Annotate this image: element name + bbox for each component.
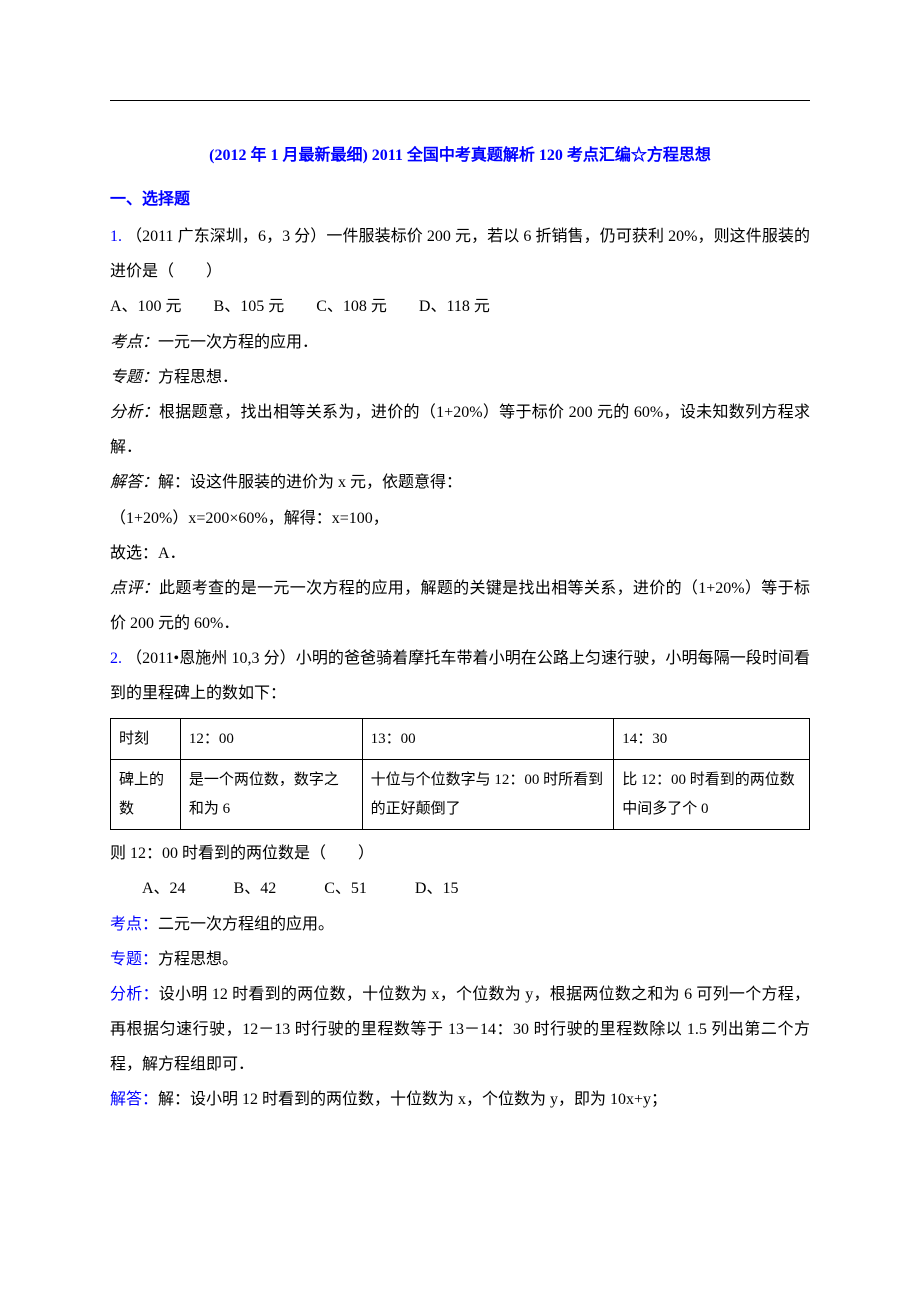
q2-jieda-label: 解答：	[110, 1091, 158, 1108]
q1-options: A、100 元 B、105 元 C、108 元 D、118 元	[110, 289, 810, 324]
q1-dianping-label: 点评：	[110, 580, 159, 597]
q2-kaodian-label: 考点：	[110, 916, 158, 933]
document-page: (2012 年 1 月最新最细) 2011 全国中考真题解析 120 考点汇编☆…	[0, 0, 920, 1178]
q2-table: 时刻 12：00 13：00 14：30 碑上的数 是一个两位数，数字之和为 6…	[110, 718, 810, 831]
q2-jieda-text: 解：设小明 12 时看到的两位数，十位数为 x，个位数为 y，即为 10x+y；	[158, 1091, 667, 1108]
q1-stem: 1. （2011 广东深圳，6，3 分）一件服装标价 200 元，若以 6 折销…	[110, 219, 810, 289]
document-title: (2012 年 1 月最新最细) 2011 全国中考真题解析 120 考点汇编☆…	[110, 141, 810, 165]
section-heading: 一、选择题	[110, 185, 810, 209]
q1-source: （2011 广东深圳，6，3 分）	[126, 228, 326, 245]
top-rule	[110, 100, 810, 101]
q2-jieda: 解答：解：设小明 12 时看到的两位数，十位数为 x，个位数为 y，即为 10x…	[110, 1082, 810, 1117]
q2-stem: 2. （2011•恩施州 10,3 分）小明的爸爸骑着摩托车带着小明在公路上匀速…	[110, 641, 810, 711]
q2-kaodian: 考点：二元一次方程组的应用。	[110, 907, 810, 942]
q1-zhuanti-text: 方程思想．	[158, 369, 238, 386]
q1-dianping-text: 此题考查的是一元一次方程的应用，解题的关键是找出相等关系，进价的（1+20%）等…	[110, 580, 810, 632]
q1-dianping: 点评：此题考查的是一元一次方程的应用，解题的关键是找出相等关系，进价的（1+20…	[110, 571, 810, 641]
table-cell: 是一个两位数，数字之和为 6	[180, 760, 362, 830]
q1-jieda-l1: 解答：解：设这件服装的进价为 x 元，依题意得：	[110, 465, 810, 500]
table-row: 时刻 12：00 13：00 14：30	[111, 718, 810, 760]
q2-kaodian-text: 二元一次方程组的应用。	[158, 916, 334, 933]
q1-fenxi-text: 根据题意，找出相等关系为，进价的（1+20%）等于标价 200 元的 60%，设…	[110, 404, 810, 456]
q1-fenxi-label: 分析：	[110, 404, 159, 421]
q1-number: 1.	[110, 228, 122, 245]
q2-zhuanti: 专题：方程思想。	[110, 942, 810, 977]
q2-zhuanti-label: 专题：	[110, 951, 158, 968]
q1-jieda-l1-text: 解：设这件服装的进价为 x 元，依题意得：	[158, 474, 462, 491]
q2-number: 2.	[110, 650, 122, 667]
q2-fenxi-label: 分析：	[110, 986, 159, 1003]
q2-source: （2011•恩施州 10,3 分）	[126, 650, 296, 667]
q2-options: A、24 B、42 C、51 D、15	[110, 871, 810, 906]
q2-fenxi-text: 设小明 12 时看到的两位数，十位数为 x，个位数为 y，根据两位数之和为 6 …	[110, 986, 810, 1073]
q1-fenxi: 分析：根据题意，找出相等关系为，进价的（1+20%）等于标价 200 元的 60…	[110, 395, 810, 465]
table-cell: 碑上的数	[111, 760, 181, 830]
table-cell: 13：00	[362, 718, 614, 760]
q1-zhuanti: 专题：方程思想．	[110, 360, 810, 395]
table-cell: 十位与个位数字与 12：00 时所看到的正好颠倒了	[362, 760, 614, 830]
table-row: 碑上的数 是一个两位数，数字之和为 6 十位与个位数字与 12：00 时所看到的…	[111, 760, 810, 830]
q1-jieda-label: 解答：	[110, 474, 158, 491]
q2-fenxi: 分析：设小明 12 时看到的两位数，十位数为 x，个位数为 y，根据两位数之和为…	[110, 977, 810, 1083]
table-cell: 时刻	[111, 718, 181, 760]
q2-after-table: 则 12：00 时看到的两位数是（ ）	[110, 836, 810, 871]
table-cell: 14：30	[614, 718, 810, 760]
q2-zhuanti-text: 方程思想。	[158, 951, 238, 968]
table-cell: 12：00	[180, 718, 362, 760]
table-cell: 比 12：00 时看到的两位数中间多了个 0	[614, 760, 810, 830]
q1-jieda-l3: 故选：A．	[110, 536, 810, 571]
q1-kaodian-text: 一元一次方程的应用．	[158, 334, 318, 351]
q1-jieda-l2: （1+20%）x=200×60%，解得：x=100，	[110, 501, 810, 536]
q1-kaodian-label: 考点：	[110, 334, 158, 351]
q1-zhuanti-label: 专题：	[110, 369, 158, 386]
q1-kaodian: 考点：一元一次方程的应用．	[110, 325, 810, 360]
